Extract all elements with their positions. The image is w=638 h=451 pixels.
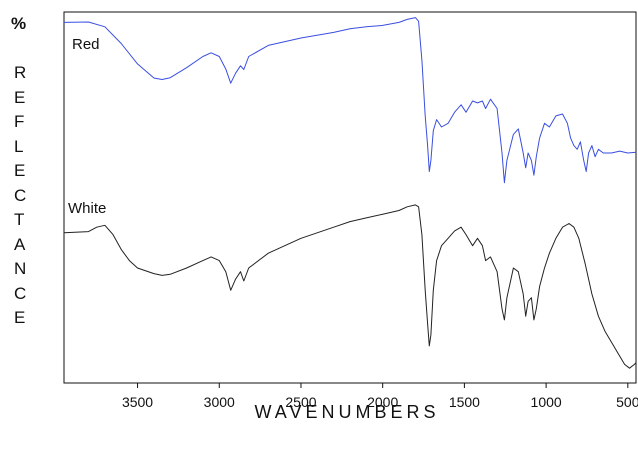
x-axis-label: WAVENUMBERS (254, 402, 440, 422)
y-axis-label-letter: T (14, 210, 25, 229)
x-tick-label: 3500 (122, 394, 153, 410)
series-line-white (63, 204, 637, 369)
y-axis-label-letter: L (14, 136, 24, 156)
y-axis-label-letter: F (14, 112, 25, 131)
y-axis-label-letter: E (14, 161, 26, 180)
series-label-red: Red (72, 36, 100, 53)
y-axis-label-letter: E (14, 87, 26, 107)
y-axis-label-letter: E (14, 308, 26, 327)
x-tick-label: 2000 (367, 394, 398, 410)
series-label-white: White (68, 200, 106, 217)
x-axis-ticks: 3500 3000 2500 2000 1500 1000 500 (122, 383, 638, 410)
y-axis-label-letter: R (14, 63, 27, 82)
y-axis-percent-sign: % (11, 14, 27, 33)
y-axis-label-letter: N (14, 259, 27, 278)
series-layer (63, 17, 637, 369)
y-axis-label-letter: C (14, 283, 27, 303)
x-tick-label: 2500 (285, 394, 316, 410)
plot-frame (63, 11, 637, 384)
y-axis-label-letter: A (14, 234, 26, 254)
x-tick-label: 3000 (204, 394, 235, 410)
x-tick-label: 500 (616, 394, 638, 410)
x-tick-label: 1000 (531, 394, 562, 410)
y-axis-label-letter: C (14, 185, 27, 205)
x-tick-label: 1500 (449, 394, 480, 410)
series-line-red (63, 17, 637, 184)
